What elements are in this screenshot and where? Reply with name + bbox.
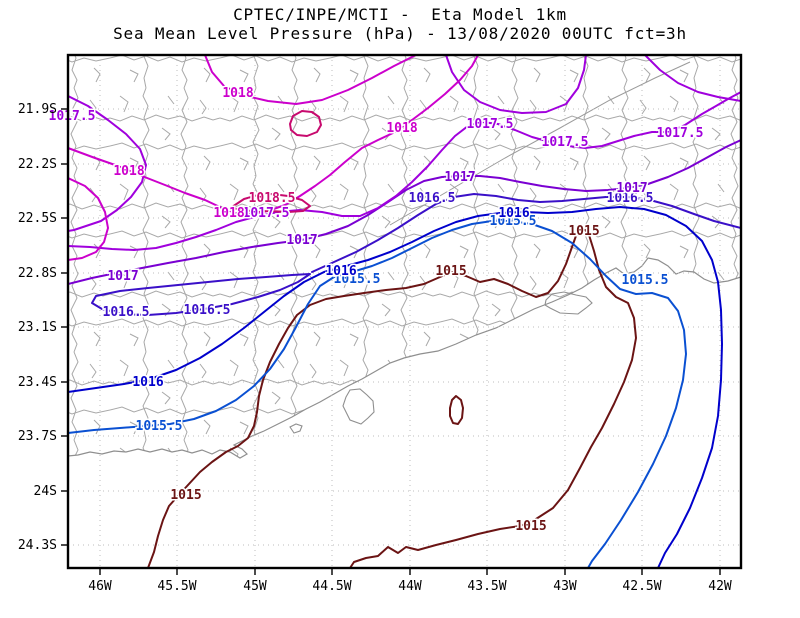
svg-text:1018.5: 1018.5 <box>249 191 296 206</box>
svg-text:1017.5: 1017.5 <box>657 126 704 141</box>
svg-text:42.5W: 42.5W <box>622 579 661 594</box>
svg-text:24.3S: 24.3S <box>18 538 57 553</box>
svg-text:1016.5: 1016.5 <box>184 303 231 318</box>
svg-text:22.5S: 22.5S <box>18 211 57 226</box>
svg-text:1015.5: 1015.5 <box>136 419 183 434</box>
svg-text:1016.5: 1016.5 <box>103 305 150 320</box>
svg-text:1015.5: 1015.5 <box>622 273 669 288</box>
island <box>342 388 375 425</box>
svg-text:1018: 1018 <box>222 86 253 101</box>
svg-text:1015: 1015 <box>568 224 599 239</box>
svg-text:1016: 1016 <box>325 264 356 279</box>
svg-text:1017: 1017 <box>286 233 317 248</box>
svg-text:1018: 1018 <box>213 206 244 221</box>
svg-text:46W: 46W <box>88 579 112 594</box>
grid-lines <box>68 55 741 568</box>
svg-text:1018: 1018 <box>113 164 144 179</box>
svg-text:1016: 1016 <box>498 206 529 221</box>
base-map <box>68 55 741 459</box>
svg-text:1015: 1015 <box>435 264 466 279</box>
svg-text:1015: 1015 <box>515 519 546 534</box>
svg-text:24S: 24S <box>34 484 57 499</box>
svg-text:45W: 45W <box>243 579 267 594</box>
island <box>544 291 593 315</box>
svg-text:1017.5: 1017.5 <box>467 117 514 132</box>
svg-text:1015.5: 1015.5 <box>490 214 537 229</box>
coastline <box>68 55 741 459</box>
svg-text:23.1S: 23.1S <box>18 320 57 335</box>
island <box>289 423 303 434</box>
svg-text:43W: 43W <box>553 579 577 594</box>
svg-text:44W: 44W <box>398 579 422 594</box>
svg-text:23.7S: 23.7S <box>18 429 57 444</box>
contour-lines <box>68 55 741 568</box>
svg-text:43.5W: 43.5W <box>467 579 506 594</box>
svg-text:1016: 1016 <box>132 375 163 390</box>
svg-text:1017.5: 1017.5 <box>49 109 96 124</box>
svg-text:1018: 1018 <box>386 121 417 136</box>
svg-text:1017.5: 1017.5 <box>243 206 290 221</box>
svg-text:1015.5: 1015.5 <box>334 272 381 287</box>
svg-text:23.4S: 23.4S <box>18 375 57 390</box>
svg-text:1017.5: 1017.5 <box>542 135 589 150</box>
svg-text:1017: 1017 <box>107 269 138 284</box>
plot-frame <box>66 53 743 570</box>
svg-text:22.8S: 22.8S <box>18 266 57 281</box>
axis-ticks: 46W 45.5W 45W 44.5W 44W 43.5W 43W 42.5W 42W 21.9S… <box>18 102 732 594</box>
chart-title-line2: Sea Mean Level Pressure (hPa) - 13/08/20… <box>113 24 687 43</box>
svg-text:45.5W: 45.5W <box>157 579 196 594</box>
svg-text:1016.5: 1016.5 <box>607 191 654 206</box>
state-boundary <box>389 61 691 226</box>
svg-text:1015: 1015 <box>170 488 201 503</box>
svg-text:42W: 42W <box>708 579 732 594</box>
svg-text:21.9S: 21.9S <box>18 102 57 117</box>
svg-text:1016.5: 1016.5 <box>409 191 456 206</box>
contour-labels: 1015 1015 1015 1015 1015.5 1015.5 1015.5 1015.5… <box>47 85 705 536</box>
svg-text:44.5W: 44.5W <box>312 579 351 594</box>
svg-text:1017: 1017 <box>444 170 475 185</box>
svg-text:1017: 1017 <box>616 181 647 196</box>
svg-text:22.2S: 22.2S <box>18 157 57 172</box>
chart-title-line1: CPTEC/INPE/MCTI - Eta Model 1km <box>233 5 567 24</box>
